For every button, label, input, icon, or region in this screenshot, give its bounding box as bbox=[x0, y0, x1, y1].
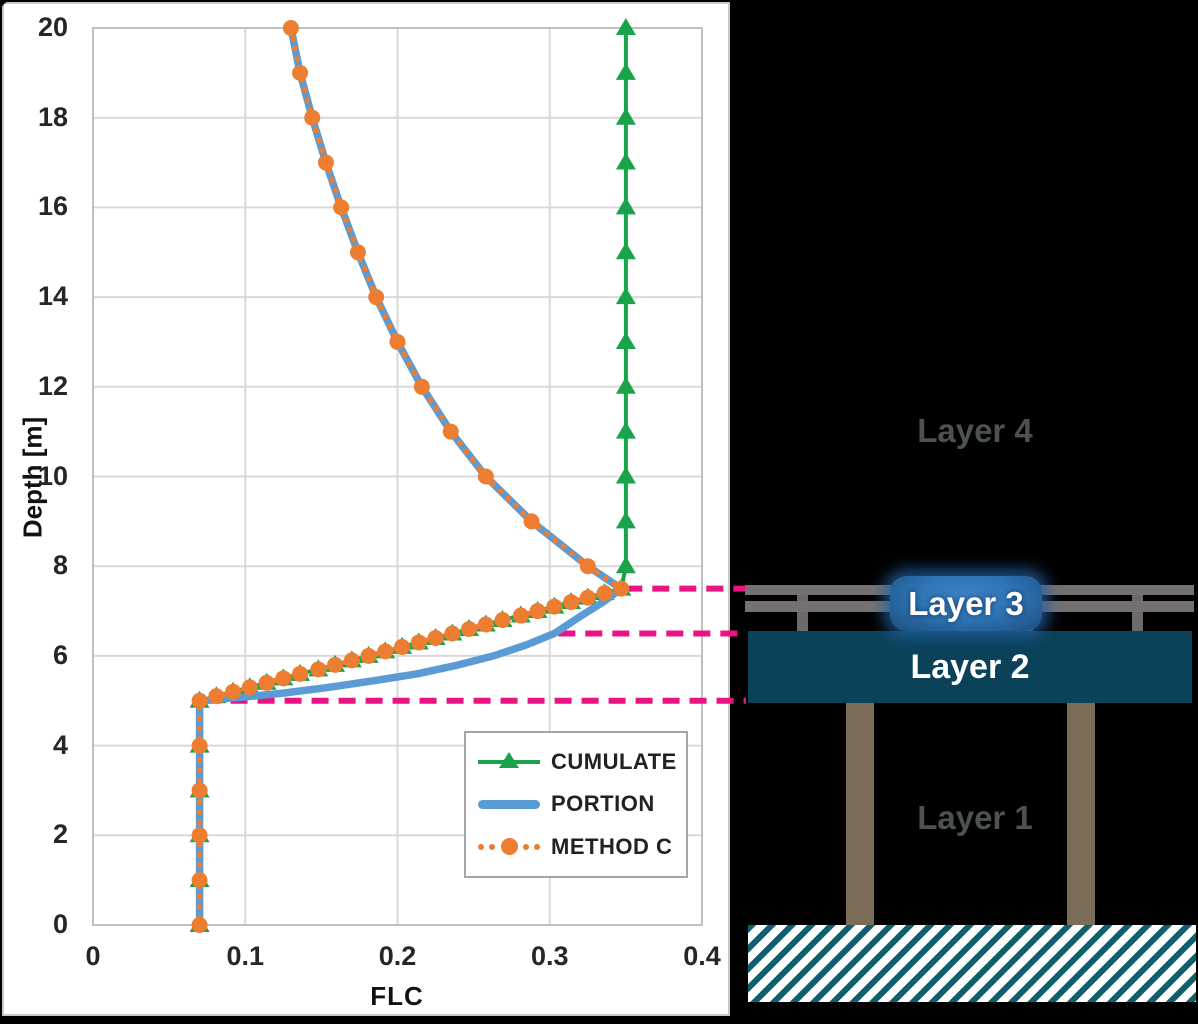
method-c-dotted-swatch bbox=[478, 835, 540, 859]
layer3-badge: Layer 3 bbox=[890, 576, 1042, 631]
y-tick-12: 12 bbox=[37, 370, 68, 401]
legend-label: METHOD C bbox=[551, 833, 673, 859]
x-tick-0.1: 0.1 bbox=[226, 941, 265, 971]
ground-hatch bbox=[748, 925, 1196, 1002]
portion-line-swatch bbox=[478, 792, 540, 816]
legend-label: CUMULATE bbox=[551, 749, 677, 775]
y-tick-2: 2 bbox=[52, 819, 68, 850]
y-tick-14: 14 bbox=[37, 281, 68, 312]
triangle-marker-icon bbox=[499, 752, 519, 769]
x-tick-0.3: 0.3 bbox=[530, 941, 569, 971]
layer4-label: Layer 4 bbox=[917, 412, 1033, 449]
cumulate-line-triangle-swatch bbox=[478, 750, 540, 774]
y-tick-8: 8 bbox=[52, 550, 68, 581]
x-axis-title: FLC bbox=[370, 981, 424, 1011]
x-tick-0: 0 bbox=[85, 941, 101, 971]
pile-right bbox=[1067, 703, 1095, 925]
y-tick-18: 18 bbox=[37, 101, 68, 132]
layer3-label: Layer 3 bbox=[908, 584, 1024, 622]
layer1-label: Layer 1 bbox=[917, 799, 1033, 836]
x-tick-0.2: 0.2 bbox=[378, 941, 417, 971]
y-tick-6: 6 bbox=[52, 639, 68, 670]
y-tick-20: 20 bbox=[37, 12, 68, 42]
y-tick-4: 4 bbox=[52, 729, 68, 760]
layer2-deck-box: Layer 2 bbox=[748, 631, 1192, 703]
legend: CUMULATE PORTION METHOD C bbox=[464, 731, 688, 878]
circle-marker-icon bbox=[500, 838, 518, 856]
legend-item-cumulate: CUMULATE bbox=[478, 749, 677, 775]
y-tick-10: 10 bbox=[37, 460, 68, 491]
legend-label: PORTION bbox=[551, 791, 655, 817]
pile-left bbox=[846, 703, 874, 925]
x-tick-0.4: 0.4 bbox=[683, 941, 721, 971]
layer2-label: Layer 2 bbox=[910, 647, 1030, 686]
y-tick-0: 0 bbox=[52, 909, 68, 939]
legend-item-method-c: METHOD C bbox=[478, 834, 674, 860]
y-tick-16: 16 bbox=[37, 191, 68, 222]
legend-item-portion: PORTION bbox=[478, 791, 674, 817]
